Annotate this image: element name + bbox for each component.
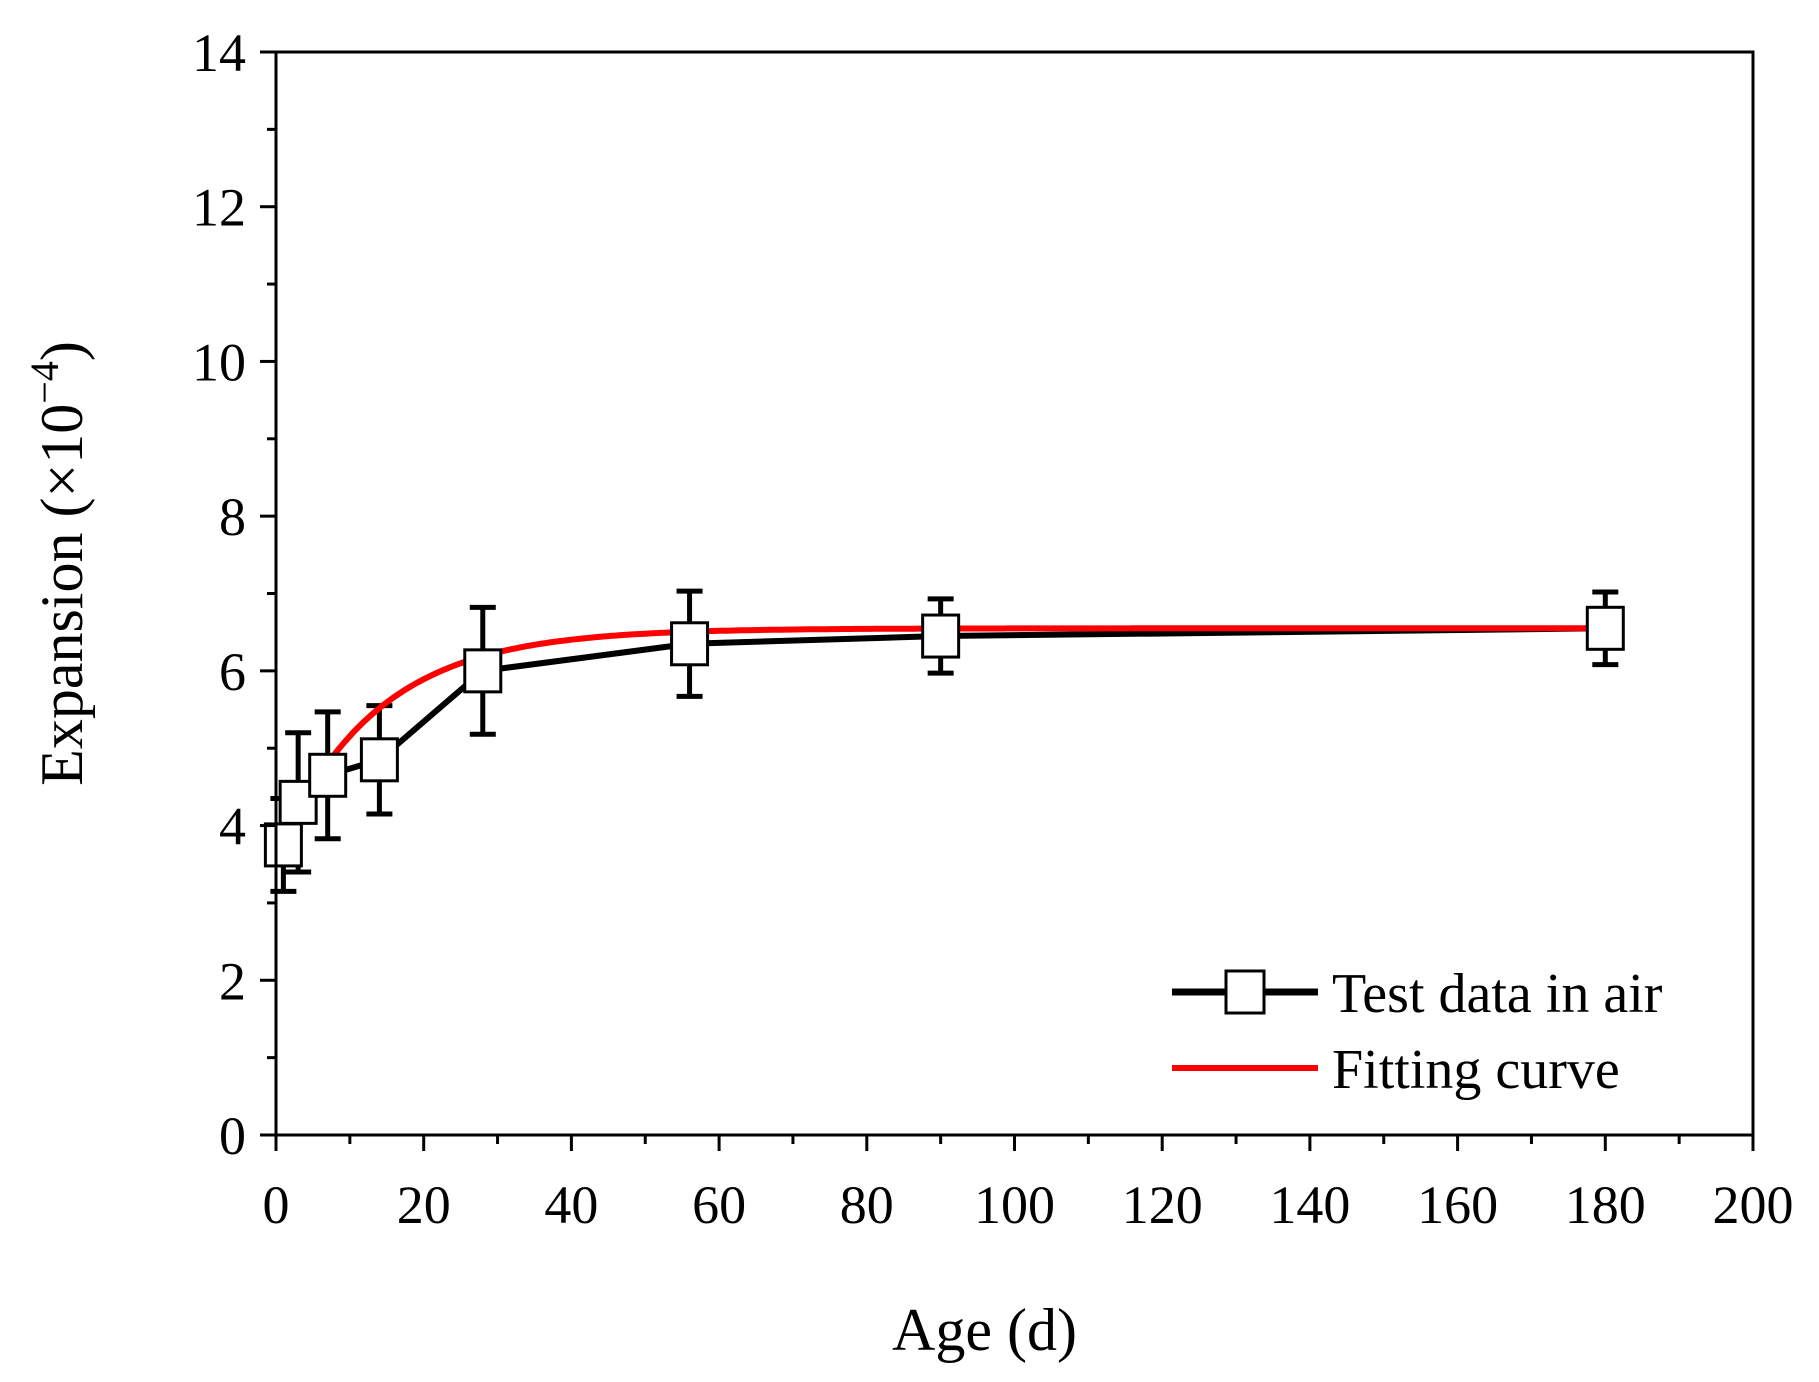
- x-tick-label-160: 160: [1417, 1175, 1498, 1235]
- data-point-3: [278, 779, 318, 825]
- y-tick-label-8: 8: [219, 487, 246, 547]
- data-point-56: [670, 621, 710, 667]
- axis-labels: 0 20 40 60 80 100 120 140 160 180 200 0 2 4 6 8 10 12 14 Ag…: [22, 23, 1794, 1363]
- x-tick-label-120: 120: [1122, 1175, 1203, 1235]
- legend-fit-label: Fitting curve: [1332, 1039, 1620, 1101]
- legend: Test data in air Fitting curve: [1172, 963, 1663, 1101]
- y-tick-label-14: 14: [192, 23, 246, 83]
- y-tick-label-6: 6: [219, 642, 246, 702]
- data-point-1: [263, 822, 303, 868]
- x-axis-title: Age (d): [892, 1297, 1077, 1363]
- axes: [260, 50, 1755, 1151]
- y-tick-label-12: 12: [192, 178, 246, 238]
- y-tick-label-4: 4: [219, 797, 246, 857]
- x-tick-label-20: 20: [397, 1175, 451, 1235]
- x-tick-label-140: 140: [1269, 1175, 1350, 1235]
- y-tick-label-10: 10: [192, 332, 246, 392]
- y-tick-label-0: 0: [219, 1106, 246, 1166]
- x-tick-label-80: 80: [840, 1175, 894, 1235]
- series-layer: [263, 588, 1625, 894]
- x-tick-label-40: 40: [544, 1175, 598, 1235]
- x-tick-label-180: 180: [1565, 1175, 1646, 1235]
- legend-test-label: Test data in air: [1332, 963, 1663, 1025]
- x-tick-label-60: 60: [692, 1175, 746, 1235]
- data-point-180: [1585, 605, 1625, 651]
- data-point-7: [308, 752, 348, 798]
- x-tick-label-100: 100: [974, 1175, 1055, 1235]
- y-axis-title: Expansion (×10−4): [22, 341, 95, 786]
- legend-test-marker: [1224, 969, 1266, 1015]
- data-point-28: [463, 648, 503, 694]
- data-point-90: [921, 613, 961, 659]
- x-tick-label-200: 200: [1713, 1175, 1794, 1235]
- y-tick-label-2: 2: [219, 951, 246, 1011]
- x-tick-label-0: 0: [263, 1175, 290, 1235]
- data-point-14: [359, 737, 399, 783]
